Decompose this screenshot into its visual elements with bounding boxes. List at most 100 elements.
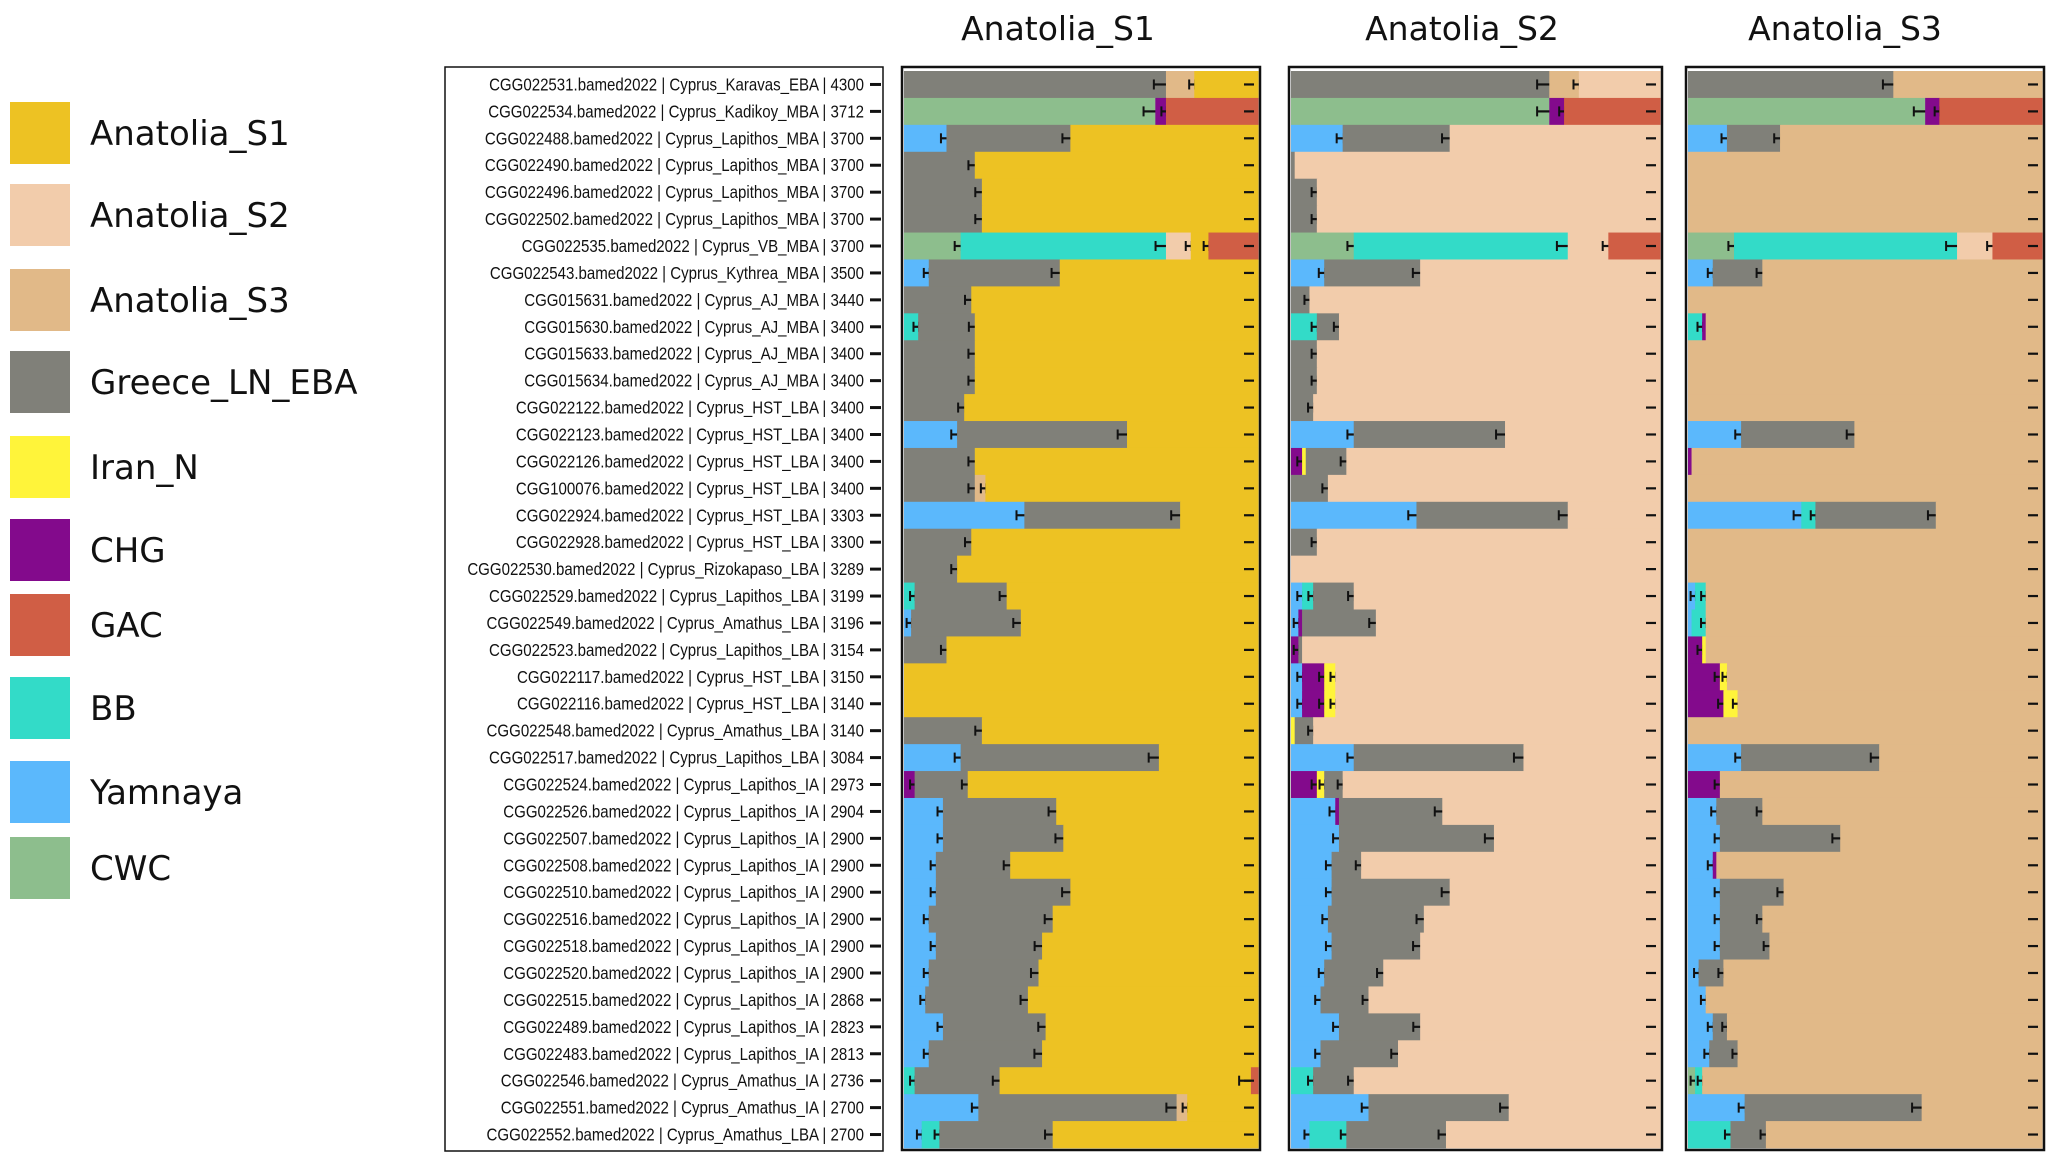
bar-segment-yamnaya bbox=[904, 744, 962, 772]
bar-segment-anatolia-s2 bbox=[1523, 744, 1661, 772]
legend-swatch-greece-ln-eba bbox=[10, 351, 70, 413]
bar-segment-anatolia-s1 bbox=[1052, 1121, 1259, 1149]
bar-segment-chg bbox=[1298, 609, 1303, 637]
bar-segment-greece-ln-eba bbox=[1726, 124, 1781, 153]
sample-label-frame bbox=[444, 66, 884, 1152]
bar-segment-greece-ln-eba bbox=[1316, 313, 1340, 341]
sample-label: CGG022123.bamed2022 | Cyprus_HST_LBA | 3… bbox=[516, 425, 864, 444]
bar-segment-anatolia-s1 bbox=[1010, 851, 1259, 880]
sample-label: CGG022517.bamed2022 | Cyprus_Lapithos_LB… bbox=[489, 749, 864, 768]
bar-segment-yamnaya bbox=[1291, 124, 1344, 153]
bar-segment-anatolia-s3 bbox=[1705, 313, 2043, 341]
bar-segment-yamnaya bbox=[904, 1121, 923, 1149]
bar-segment-greece-ln-eba bbox=[1342, 124, 1451, 153]
bar-segment-greece-ln-eba bbox=[904, 286, 972, 314]
bar-segment-anatolia-s2 bbox=[1493, 824, 1661, 853]
bar-segment-cwc bbox=[1291, 232, 1355, 260]
bar-segment-greece-ln-eba bbox=[904, 636, 948, 664]
bar-segment-bb bbox=[960, 232, 1167, 260]
bar-segment-anatolia-s2 bbox=[1316, 528, 1661, 557]
bar-segment-anatolia-s2 bbox=[1353, 1067, 1661, 1095]
sample-label: CGG022524.bamed2022 | Cyprus_Lapithos_IA… bbox=[503, 776, 864, 795]
panel-frame bbox=[1287, 65, 1664, 1152]
bar-segment-greece-ln-eba bbox=[928, 259, 1061, 287]
bar-segment-chg bbox=[1335, 797, 1340, 826]
bar-segment-greece-ln-eba bbox=[904, 340, 976, 368]
bar-segment-anatolia-s3 bbox=[1737, 690, 2043, 718]
bar-segment-yamnaya bbox=[904, 421, 958, 449]
bar-segment-anatolia-s2 bbox=[1316, 178, 1661, 207]
bar-segment-anatolia-s1 bbox=[1059, 259, 1259, 287]
bar-segment-anatolia-s1 bbox=[974, 313, 1259, 341]
bar-segment-cwc bbox=[904, 232, 962, 260]
bar-segment-anatolia-s3 bbox=[1688, 474, 2043, 503]
bar-segment-anatolia-s1 bbox=[1070, 124, 1259, 153]
bar-segment-anatolia-s3 bbox=[1737, 1040, 2043, 1068]
bar-segment-greece-ln-eba bbox=[904, 71, 1167, 99]
bar-segment-greece-ln-eba bbox=[928, 1040, 1043, 1068]
bar-segment-anatolia-s1 bbox=[1038, 959, 1259, 987]
panel-frame bbox=[1684, 65, 2046, 1152]
bar-segment-greece-ln-eba bbox=[1712, 1013, 1728, 1041]
bar-segment-anatolia-s3 bbox=[1705, 986, 2043, 1014]
bar-segment-iran-n bbox=[1302, 447, 1307, 476]
bar-segment-anatolia-s1 bbox=[974, 340, 1259, 368]
bar-segment-bb bbox=[1691, 609, 1707, 637]
bar-segment-greece-ln-eba bbox=[1331, 932, 1421, 960]
bar-segment-gac bbox=[1564, 97, 1661, 126]
bar-segment-greece-ln-eba bbox=[904, 151, 976, 180]
bar-segment-gac bbox=[1250, 1067, 1259, 1095]
legend-swatch-anatolia-s2 bbox=[10, 184, 70, 246]
bar-segment-greece-ln-eba bbox=[1291, 151, 1296, 180]
bar-segment-greece-ln-eba bbox=[1324, 771, 1344, 799]
sample-label: CGG022534.bamed2022 | Cyprus_Kadikoy_MBA… bbox=[488, 102, 864, 121]
sample-label: CGG015634.bamed2022 | Cyprus_AJ_MBA | 34… bbox=[524, 372, 864, 391]
bar-segment-greece-ln-eba bbox=[942, 824, 1064, 853]
bar-segment-anatolia-s2 bbox=[1505, 421, 1661, 449]
bar-segment-yamnaya bbox=[904, 986, 926, 1014]
bar-segment-greece-ln-eba bbox=[946, 124, 1071, 153]
bar-segment-greece-ln-eba bbox=[1368, 1094, 1510, 1122]
bar-segment-iran-n bbox=[1702, 636, 1707, 664]
bar-segment-greece-ln-eba bbox=[1719, 905, 1763, 933]
legend-swatch-anatolia-s3 bbox=[10, 269, 70, 331]
sample-label: CGG022507.bamed2022 | Cyprus_Lapithos_IA… bbox=[503, 829, 864, 848]
bar-segment-anatolia-s3 bbox=[1726, 663, 2043, 691]
bar-segment-anatolia-s3 bbox=[1688, 178, 2043, 207]
bar-segment-anatolia-s3 bbox=[1769, 932, 2043, 960]
bar-segment-greece-ln-eba bbox=[914, 1067, 1001, 1095]
bar-segment-greece-ln-eba bbox=[1741, 421, 1855, 449]
bar-segment-anatolia-s2 bbox=[1567, 501, 1661, 530]
bar-segment-chg bbox=[1702, 313, 1707, 341]
bar-segment-greece-ln-eba bbox=[918, 313, 976, 341]
bar-segment-greece-ln-eba bbox=[942, 1013, 1047, 1041]
sample-label: CGG022126.bamed2022 | Cyprus_HST_LBA | 3… bbox=[516, 452, 864, 471]
bar-segment-bb bbox=[1353, 232, 1569, 260]
bar-segment-yamnaya bbox=[1688, 1040, 1710, 1068]
bar-segment-anatolia-s3 bbox=[1935, 501, 2043, 530]
legend-swatch-anatolia-s1 bbox=[10, 102, 70, 164]
legend-label-chg: CHG bbox=[90, 531, 166, 571]
bar-segment-anatolia-s1 bbox=[974, 447, 1259, 476]
bar-segment-yamnaya bbox=[1688, 501, 1802, 530]
bar-segment-anatolia-s2 bbox=[1313, 394, 1661, 422]
bar-segment-yamnaya bbox=[1291, 1121, 1311, 1149]
bar-segment-greece-ln-eba bbox=[1291, 394, 1314, 422]
bar-segment-greece-ln-eba bbox=[1338, 1013, 1421, 1041]
sample-label: CGG022531.bamed2022 | Cyprus_Karavas_EBA… bbox=[489, 75, 864, 94]
sample-label: CGG022526.bamed2022 | Cyprus_Lapithos_IA… bbox=[503, 802, 864, 821]
sample-label: CGG015630.bamed2022 | Cyprus_AJ_MBA | 34… bbox=[524, 318, 864, 337]
bar-segment-anatolia-s3 bbox=[1893, 71, 2043, 99]
sample-label: CGG022122.bamed2022 | Cyprus_HST_LBA | 3… bbox=[516, 399, 864, 418]
legend-label-yamnaya: Yamnaya bbox=[89, 773, 243, 813]
bar-segment-anatolia-s1 bbox=[1070, 878, 1259, 907]
bar-segment-anatolia-s3 bbox=[1688, 205, 2043, 233]
bar-segment-anatolia-s3 bbox=[1762, 797, 2043, 826]
bar-segment-cwc bbox=[1688, 97, 1926, 126]
panel-anatolia-s3: Anatolia_S3 bbox=[1684, 9, 2046, 1152]
bar-segment-yamnaya bbox=[1688, 744, 1742, 772]
bar-segment-anatolia-s2 bbox=[1423, 905, 1661, 933]
bar-segment-greece-ln-eba bbox=[1291, 286, 1311, 314]
bar-segment-greece-ln-eba bbox=[939, 1121, 1054, 1149]
